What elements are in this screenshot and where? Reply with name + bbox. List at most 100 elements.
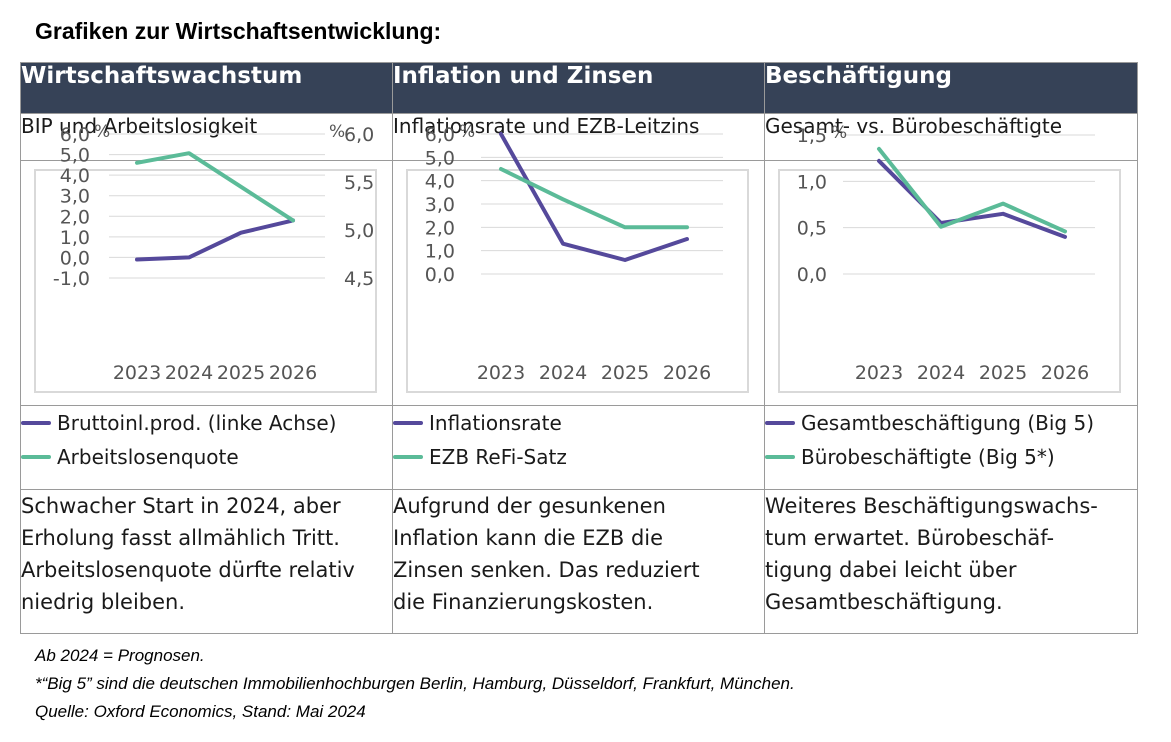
legend-swatch	[393, 455, 423, 459]
y-tick-label: 1,5	[797, 125, 827, 147]
footnote-forecast: Ab 2024 = Prognosen.	[35, 646, 205, 665]
chart-frame	[34, 169, 377, 393]
description-line: Arbeitslosenquote dürfte relativ	[21, 558, 355, 582]
description-line: Gesamtbeschäftigung.	[765, 590, 1003, 614]
legend-growth: Bruttoinl.prod. (linke Achse) Arbeitslos…	[20, 405, 393, 490]
y2-tick-label: 6,0	[344, 124, 374, 146]
y2-tick-label: 5,5	[344, 172, 374, 194]
description-line: Aufgrund der gesunkenen	[393, 494, 666, 518]
legend-employment: Gesamtbeschäftigung (Big 5) Bürobeschäft…	[764, 405, 1138, 490]
legend-label: Arbeitslosenquote	[57, 445, 239, 469]
y-unit-label: %	[831, 123, 847, 143]
legend-row: Bruttoinl.prod. (linke Achse) Arbeitslos…	[20, 405, 1138, 490]
y-tick-label: 3,0	[60, 186, 90, 208]
y-tick-label: 5,0	[425, 147, 455, 169]
x-tick-label: 2024	[539, 362, 587, 384]
header-row: Wirtschaftswachstum Inflation und Zinsen…	[20, 62, 1138, 114]
y2-unit-label: %	[329, 122, 345, 142]
x-tick-label: 2026	[1041, 362, 1089, 384]
chart-cell-inflation: 6,0 5,0 4,0 3,0 2,0 1,0 0,0% 2023 2024 2025 2026	[392, 122, 765, 406]
chart-frame	[406, 169, 749, 393]
legend-inflation: Inflationsrate EZB ReFi-Satz	[392, 405, 765, 490]
overview-table: Wirtschaftswachstum Inflation und Zinsen…	[20, 62, 1138, 634]
y-unit-label: %	[94, 122, 110, 142]
legend-swatch	[21, 455, 51, 459]
chart-gdp-unemployment: 6,05,04,03,02,01,00,0-1,0% 6,05,55,04,5%2…	[53, 122, 374, 384]
chart-subtitle-growth: BIP und Arbeitslosigkeit	[20, 113, 393, 161]
description-line: Erholung fasst allmählich Tritt.	[21, 526, 340, 550]
y-tick-label: 3,0	[425, 194, 455, 216]
footnote-big5: *“Big 5” sind die deutschen Immobilienho…	[35, 674, 795, 693]
y-tick-label: 4,0	[425, 171, 455, 193]
description-line: Schwacher Start in 2024, aber	[21, 494, 341, 518]
y2-tick-label: 5,0	[344, 220, 374, 242]
description-line: Weiteres Beschäftigungswachs-	[765, 494, 1098, 518]
legend-label: Bürobeschäftigte (Big 5*)	[801, 445, 1055, 469]
column-header-employment: Beschäftigung	[764, 62, 1138, 114]
legend-swatch	[393, 421, 423, 425]
series-line-green	[499, 167, 689, 230]
legend-item: Bruttoinl.prod. (linke Achse)	[21, 406, 392, 440]
legend-item: Arbeitslosenquote	[21, 440, 392, 474]
series-line-purple	[135, 218, 295, 262]
legend-swatch	[21, 421, 51, 425]
description-line: die Finanzierungskosten.	[393, 590, 654, 614]
legend-item: EZB ReFi-Satz	[393, 440, 764, 474]
legend-label: Inflationsrate	[429, 411, 562, 435]
chart-row: 6,0 5,0 4,0 3,0 2,0 1,0 0,0 -1,0% 6,0 5,5 5,0 4,5% 2…	[20, 122, 1138, 406]
series-line-green	[135, 151, 295, 223]
series-line-purple	[499, 132, 689, 262]
y-tick-label: 0,0	[60, 247, 90, 269]
description-line: Inflation kann die EZB die	[393, 526, 664, 550]
y2-tick-label: 4,5	[344, 268, 374, 290]
y-tick-label: 2,0	[425, 217, 455, 239]
page-title: Grafiken zur Wirtschaftsentwicklung:	[35, 18, 442, 44]
column-header-growth: Wirtschaftswachstum	[20, 62, 393, 114]
legend-item: Inflationsrate	[393, 406, 764, 440]
y-tick-label: 6,0	[60, 124, 90, 146]
description-inflation: Aufgrund der gesunkenen Inflation kann d…	[392, 489, 765, 634]
y-tick-label: 0,0	[797, 264, 827, 286]
x-tick-label: 2023	[113, 362, 161, 384]
chart-cell-employment: 1,5 1,0 0,5 0,0% 2023 2024 2025 2026	[764, 123, 1138, 406]
x-tick-label: 2025	[217, 362, 265, 384]
chart-employment: 1,5 1,0 0,5 0,0% 2023 2024 2025 2026	[797, 123, 1095, 384]
chart-cell-growth: 6,0 5,0 4,0 3,0 2,0 1,0 0,0 -1,0% 6,0 5,5 5,0 4,5% 2…	[20, 122, 393, 406]
series-line-green	[877, 146, 1067, 234]
x-tick-label: 2025	[979, 362, 1027, 384]
description-line: niedrig bleiben.	[21, 590, 186, 614]
legend-swatch	[765, 421, 795, 425]
y-tick-label: 2,0	[60, 206, 90, 228]
series-line-purple	[877, 158, 1067, 239]
legend-swatch	[765, 455, 795, 459]
y-tick-label: 0,0	[425, 264, 455, 286]
x-tick-label: 2026	[663, 362, 711, 384]
x-tick-label: 2023	[855, 362, 903, 384]
legend-item: Bürobeschäftigte (Big 5*)	[765, 440, 1137, 474]
y-tick-label: 1,0	[60, 227, 90, 249]
footnote-source: Quelle: Oxford Economics, Stand: Mai 202…	[35, 702, 366, 721]
legend-label: Bruttoinl.prod. (linke Achse)	[57, 411, 337, 435]
chart-inflation-rates: 6,05,04,03,02,01,00,0% 2023 2024 2025 2026	[425, 122, 723, 384]
y-tick-label: 5,0	[60, 145, 90, 167]
description-line: Zinsen senken. Das reduziert	[393, 558, 700, 582]
description-employment: Weiteres Beschäftigungswachs- tum erwart…	[764, 489, 1138, 634]
description-row: Schwacher Start in 2024, aber Erholung f…	[20, 489, 1138, 634]
description-growth: Schwacher Start in 2024, aber Erholung f…	[20, 489, 393, 634]
legend-label: Gesamtbeschäftigung (Big 5)	[801, 411, 1094, 435]
column-header-inflation: Inflation und Zinsen	[392, 62, 765, 114]
x-tick-label: 2025	[601, 362, 649, 384]
x-tick-label: 2026	[269, 362, 317, 384]
x-tick-label: 2024	[165, 362, 213, 384]
chart-subtitle-employment: Gesamt- vs. Bürobeschäftigte	[764, 113, 1138, 161]
y-tick-label: 6,0	[425, 124, 455, 146]
y-tick-label: -1,0	[53, 268, 90, 290]
chart-frame	[778, 169, 1121, 393]
y-tick-label: 0,5	[797, 218, 827, 240]
x-tick-label: 2023	[477, 362, 525, 384]
legend-label: EZB ReFi-Satz	[429, 445, 567, 469]
x-tick-label: 2024	[917, 362, 965, 384]
y-unit-label: %	[459, 122, 475, 142]
y-tick-label: 1,0	[425, 241, 455, 263]
y-tick-label: 4,0	[60, 165, 90, 187]
